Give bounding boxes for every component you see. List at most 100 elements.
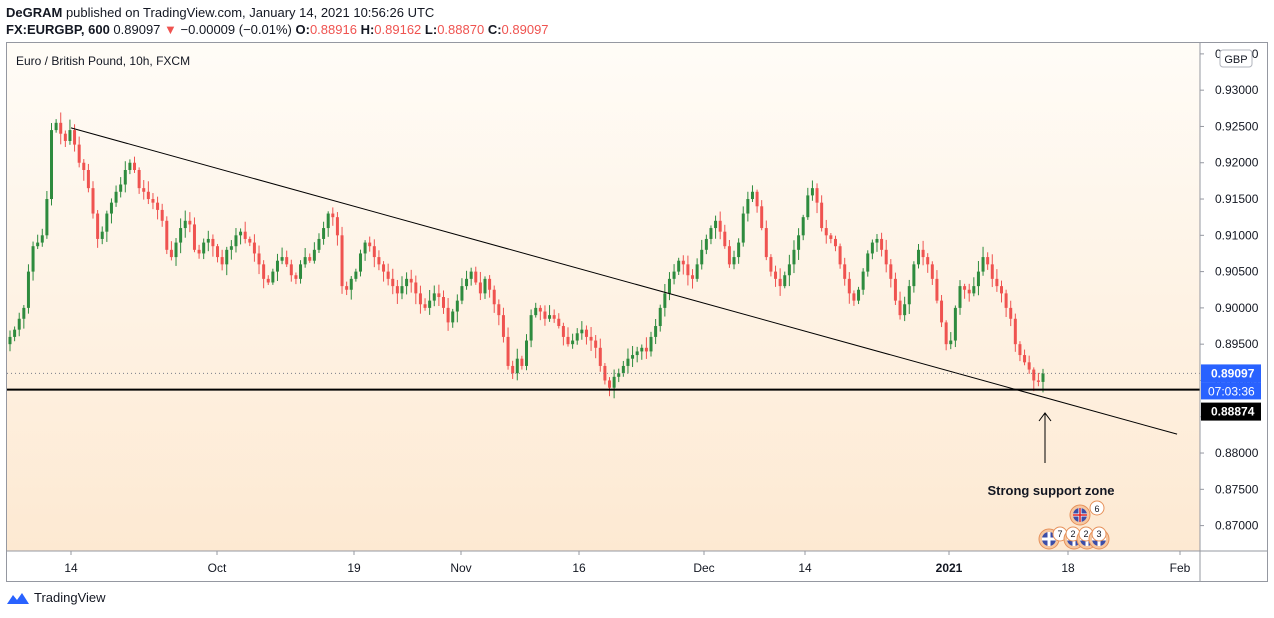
- price-tick-label: 0.88000: [1215, 446, 1259, 460]
- candle-body: [174, 242, 178, 258]
- candle-body: [714, 220, 718, 229]
- candle-body: [608, 380, 612, 388]
- price-axis[interactable]: 0.935000.930000.925000.920000.915000.910…: [1200, 47, 1261, 533]
- candle-body: [681, 260, 685, 265]
- count-badge-number: 7: [1057, 529, 1062, 539]
- candle-body: [866, 253, 870, 272]
- open-value: 0.88916: [309, 22, 357, 37]
- candle-body: [561, 326, 565, 337]
- candle-body: [852, 293, 856, 301]
- candle-body: [783, 275, 787, 287]
- candle-body: [17, 318, 21, 330]
- tradingview-brand[interactable]: TradingView: [34, 590, 106, 605]
- candle-body: [750, 191, 754, 200]
- high-label: H:: [360, 22, 375, 37]
- candle-body: [589, 336, 593, 341]
- candle-body: [216, 246, 220, 258]
- candle-body: [737, 242, 741, 258]
- candle-body: [165, 220, 169, 250]
- price-tick-label: 0.91000: [1215, 228, 1259, 242]
- price-tick-label: 0.87500: [1215, 482, 1259, 496]
- candle-body: [335, 217, 339, 236]
- candle-body: [501, 315, 505, 337]
- candle-body: [704, 238, 708, 250]
- close-value: 0.89097: [501, 22, 549, 37]
- candle-body: [169, 249, 173, 258]
- flag-cross-icon: [1042, 532, 1056, 546]
- candle-body: [829, 235, 833, 239]
- candle-body: [220, 257, 224, 265]
- candle-body: [128, 162, 132, 170]
- support-price-tag[interactable]: [1201, 402, 1261, 421]
- candle-body: [446, 307, 450, 323]
- candle-body: [515, 358, 519, 374]
- candle-body: [497, 304, 501, 316]
- candle-body: [423, 304, 427, 308]
- candle-body: [723, 231, 727, 247]
- chart-frame[interactable]: 0.935000.930000.925000.920000.915000.910…: [6, 42, 1268, 582]
- candle-body: [192, 224, 196, 250]
- candle-body: [432, 293, 436, 301]
- time-axis[interactable]: 14 Oct 19 Nov 16 Dec 14 2021 18 Feb: [64, 551, 1191, 575]
- low-value: 0.88870: [437, 22, 485, 37]
- candle-body: [368, 242, 372, 247]
- footer: TradingView: [6, 590, 106, 605]
- candle-body: [91, 188, 95, 214]
- count-badge-number: 3: [1096, 529, 1101, 539]
- price-tick-label: 0.90000: [1215, 301, 1259, 315]
- candle-body: [958, 286, 962, 308]
- candle-body: [801, 217, 805, 236]
- candle-body: [857, 289, 861, 301]
- candle-body: [409, 278, 413, 283]
- count-badge: [1089, 500, 1105, 516]
- candle-body: [262, 264, 266, 279]
- event-markers[interactable]: 6 7 2 2 3: [1038, 500, 1110, 550]
- candle-body: [483, 278, 487, 294]
- tradingview-logo-icon[interactable]: [6, 591, 30, 605]
- candle-body: [59, 122, 63, 134]
- candle-body: [838, 246, 842, 265]
- candle-body: [68, 130, 72, 141]
- candle-body: [1032, 369, 1036, 381]
- candle-body: [340, 235, 344, 287]
- candle-body: [156, 202, 160, 210]
- candle-body: [257, 253, 261, 265]
- candle-body: [548, 315, 552, 319]
- candle-body: [382, 264, 386, 272]
- candle-body: [326, 213, 330, 229]
- candle-body: [280, 257, 284, 261]
- candle-body: [557, 318, 561, 327]
- candle-body: [428, 300, 432, 308]
- candle-body: [981, 257, 985, 272]
- price-tick-label: 0.92500: [1215, 119, 1259, 133]
- candle-body: [188, 220, 192, 225]
- candle-body: [764, 228, 768, 258]
- candle-body: [760, 206, 764, 229]
- candle-body: [77, 144, 81, 163]
- candle-body: [575, 333, 579, 341]
- candle-body: [229, 246, 233, 250]
- candle-body: [488, 278, 492, 290]
- candle-body: [22, 307, 26, 319]
- candle-body: [86, 170, 90, 189]
- candle-body: [999, 286, 1003, 294]
- candle-body: [746, 199, 750, 214]
- countdown-tag-text: 07:03:36: [1208, 384, 1255, 398]
- candle-body: [649, 336, 653, 352]
- support-zone-annotation[interactable]: Strong support zone: [987, 483, 1114, 498]
- candle-body: [418, 293, 422, 305]
- last-price-tag-text: 0.89097: [1211, 366, 1255, 380]
- descending-trendline[interactable]: [70, 127, 1178, 435]
- last-price-tag[interactable]: [1201, 364, 1261, 383]
- candle-body: [183, 220, 187, 229]
- time-tick-label: 14: [64, 561, 78, 575]
- candle-body: [151, 199, 155, 203]
- price-chart[interactable]: 0.935000.930000.925000.920000.915000.910…: [7, 43, 1267, 581]
- publisher-name[interactable]: DeGRAM: [6, 5, 63, 20]
- candle-body: [903, 304, 907, 316]
- candle-body: [1013, 318, 1017, 345]
- candle-body: [460, 286, 464, 301]
- currency-badge[interactable]: [1219, 49, 1253, 68]
- candle-body: [239, 231, 243, 236]
- time-tick-label: Dec: [693, 561, 714, 575]
